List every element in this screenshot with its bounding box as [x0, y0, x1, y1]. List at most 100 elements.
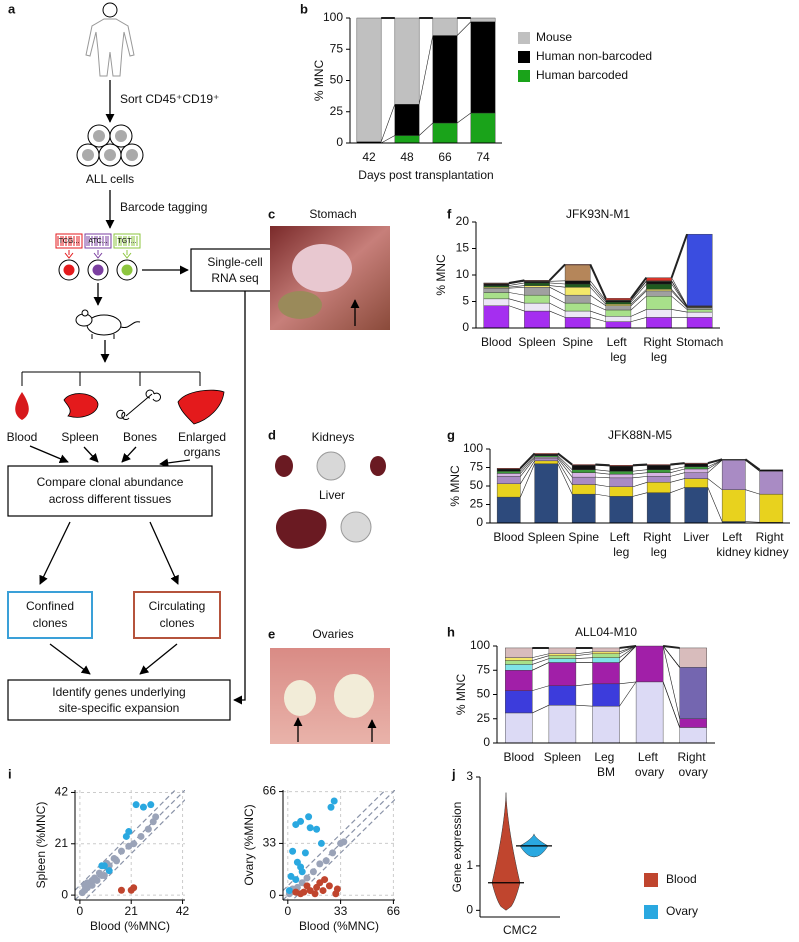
connector [418, 122, 434, 136]
point [130, 840, 138, 848]
bar-segment [646, 283, 672, 290]
bar-segment [548, 685, 577, 706]
point [330, 797, 338, 805]
step-label: Single-cell [207, 255, 262, 269]
bar-segment [548, 647, 577, 654]
connector [632, 476, 648, 479]
x-tick-label: Blood [503, 750, 534, 764]
arrow [49, 643, 91, 675]
point [105, 867, 113, 875]
connector [619, 681, 637, 685]
step-label: RNA seq [211, 271, 258, 285]
arrow [149, 521, 179, 585]
connector [590, 294, 606, 306]
tissue-label: organs [184, 445, 221, 459]
bar-segment [548, 704, 577, 744]
bar-segment [592, 683, 620, 707]
bar-segment [679, 727, 707, 744]
connector [508, 298, 525, 304]
legend-label: Mouse [536, 30, 572, 44]
connector [707, 459, 723, 470]
connector [532, 685, 549, 691]
bar-segment [592, 647, 620, 653]
connector [707, 487, 723, 522]
bar-segment [571, 464, 596, 466]
x-tick-label: 66 [387, 904, 401, 918]
legend-swatch [644, 905, 658, 919]
point [327, 803, 335, 811]
y-axis-label: % MNC [312, 60, 326, 102]
bar-segment [496, 496, 521, 524]
bar-segment [679, 718, 707, 728]
connector [619, 681, 637, 707]
step-label: across different tissues [49, 492, 172, 506]
connector [662, 681, 680, 728]
bar-segment [721, 489, 746, 522]
x-tick-label: 33 [334, 904, 348, 918]
connector [671, 309, 688, 313]
bar-segment [483, 285, 510, 288]
connector [456, 112, 472, 124]
connector [595, 476, 610, 479]
violin [491, 792, 521, 911]
x-tick-label: Left ovary [635, 750, 664, 779]
point [333, 885, 341, 893]
bar-segment [684, 478, 709, 488]
step-box [7, 465, 213, 517]
bar-segment [432, 122, 458, 144]
point [301, 849, 309, 857]
x-tick-label: Spine [562, 335, 593, 349]
point [113, 857, 121, 865]
x-tick-label: 66 [438, 150, 452, 164]
bar-segment [592, 651, 620, 654]
connector [662, 645, 680, 668]
bar-segment [592, 653, 620, 658]
y-tick-label: 15 [456, 241, 470, 255]
bar-segment [684, 487, 709, 524]
bar-segment [534, 453, 559, 455]
bar-segment [483, 292, 510, 300]
connector [380, 104, 396, 142]
connector [671, 289, 688, 308]
panel-label: a [8, 1, 16, 16]
arrow [83, 446, 99, 463]
connector [671, 290, 688, 309]
x-tick-label: 0 [284, 904, 291, 918]
barcode-label: TGT... [117, 238, 136, 245]
connector [532, 653, 549, 658]
connector [707, 459, 723, 473]
circulating-box [133, 591, 221, 639]
legend-swatch [518, 51, 530, 63]
x-tick-label: Spleen [528, 530, 565, 544]
y-axis-label: Spleen (%MNC) [34, 802, 48, 889]
bar-segment [686, 233, 713, 306]
connector [670, 466, 685, 471]
y-tick-label: 3 [466, 769, 473, 783]
connector [532, 658, 549, 665]
connector [595, 463, 610, 467]
point [306, 824, 314, 832]
connector [557, 458, 573, 478]
connector [590, 310, 606, 317]
y-tick-label: 0 [61, 887, 68, 901]
connector [549, 310, 566, 318]
bar-segment [646, 476, 671, 483]
point [319, 887, 327, 895]
connector [619, 645, 637, 649]
legend-label: Blood [666, 872, 697, 886]
step-label: Sort CD45⁺CD19⁺ [120, 92, 219, 106]
connector [557, 452, 573, 466]
connector [549, 280, 566, 282]
photo-label: Liver [319, 488, 345, 502]
point [285, 887, 293, 895]
connector [575, 657, 593, 659]
connector [630, 277, 648, 299]
bar-segment [505, 690, 533, 714]
x-tick-label: Spine [568, 530, 599, 544]
bar-segment [524, 282, 550, 286]
point [292, 888, 300, 896]
bar-segment [505, 647, 533, 658]
bar-segment [394, 104, 420, 136]
bar-segment [564, 286, 591, 296]
connector [575, 653, 593, 656]
